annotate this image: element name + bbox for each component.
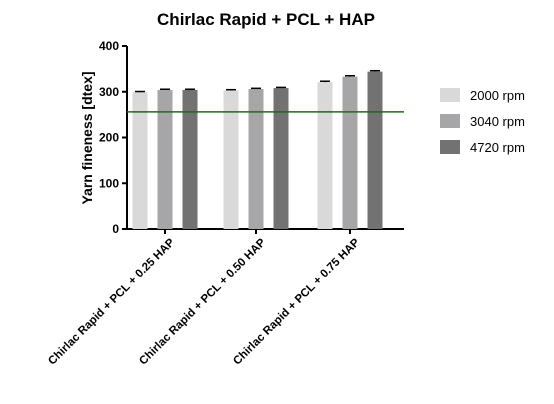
legend-label: 4720 rpm <box>470 140 525 155</box>
y-axis-label: Yarn fineness [dtex] <box>79 71 95 204</box>
bar <box>223 90 239 229</box>
y-tick-label: 400 <box>99 39 119 53</box>
bar <box>157 89 173 229</box>
legend: 2000 rpm 3040 rpm 4720 rpm <box>440 88 525 155</box>
bar <box>273 88 289 229</box>
y-tick-label: 300 <box>99 85 119 99</box>
legend-swatch <box>440 140 460 154</box>
y-tick-label: 200 <box>99 131 119 145</box>
y-tick-label: 100 <box>99 176 119 190</box>
legend-swatch <box>440 88 460 102</box>
bar <box>248 89 264 229</box>
chart-title: Chirlac Rapid + PCL + HAP <box>157 10 375 29</box>
legend-label: 3040 rpm <box>470 114 525 129</box>
bar <box>342 76 358 229</box>
bar <box>367 71 383 230</box>
bar <box>182 89 198 229</box>
y-tick-label: 0 <box>112 222 119 236</box>
legend-label: 2000 rpm <box>470 88 525 103</box>
bar <box>317 82 333 229</box>
legend-swatch <box>440 114 460 128</box>
bar <box>132 92 148 230</box>
